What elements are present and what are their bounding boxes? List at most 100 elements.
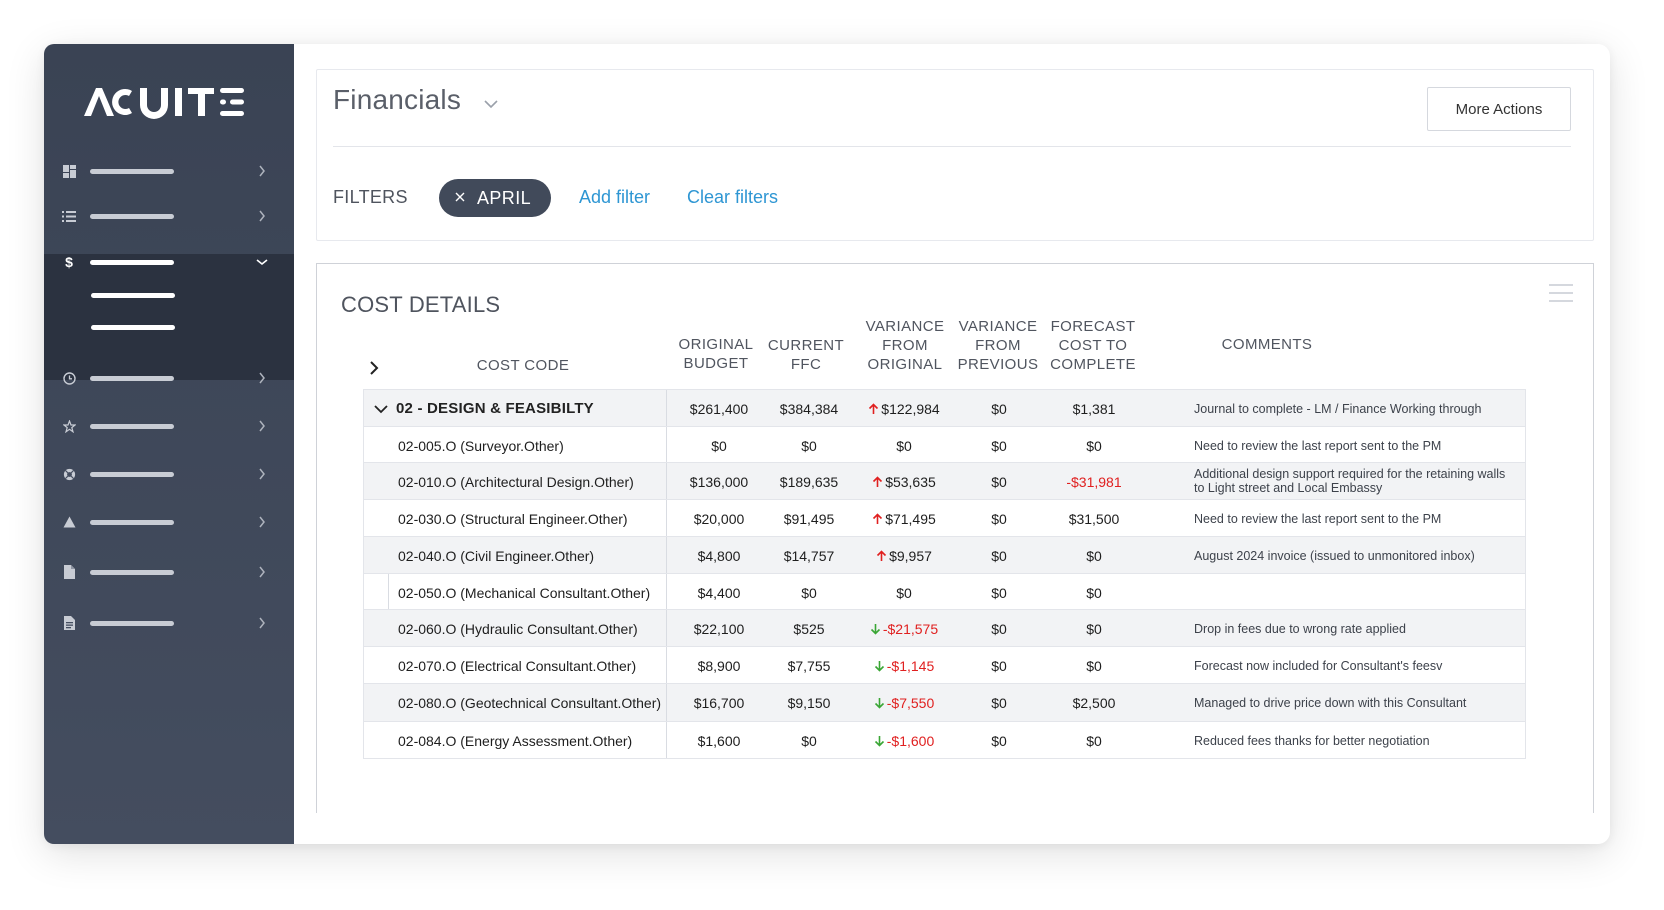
sidebar-item-label <box>90 259 174 265</box>
column-header-comments[interactable]: COMMENTS <box>1221 336 1313 353</box>
forecast-cell: $2,500 <box>1072 695 1116 711</box>
table-row[interactable]: 02-005.O (Surveyor.Other) $0 $0 $0 $0 $0 Need … <box>363 427 1526 463</box>
sidebar-item-label <box>90 471 174 477</box>
sidebar-subitem-2[interactable] <box>91 325 175 330</box>
variance-previous-cell: $0 <box>991 401 1007 417</box>
table-row[interactable]: 02-060.O (Hydraulic Consultant.Other) $22… <box>363 610 1526 647</box>
forecast-cell: $0 <box>1086 733 1102 749</box>
table-row[interactable]: 02-080.O (Geotechnical Consultant.Other)… <box>363 684 1526 722</box>
column-header-variance-previous[interactable]: VARIANCE FROM PREVIOUS <box>957 318 1039 373</box>
original-budget-cell: $8,900 <box>697 658 741 674</box>
cost-code-cell: 02-084.O (Energy Assessment.Other) <box>398 733 633 749</box>
variance-original-cell: $71,495 <box>856 511 952 527</box>
column-header-cost-code[interactable]: COST CODE <box>476 357 570 374</box>
chevron-right-icon <box>256 210 268 222</box>
cost-code-cell: 02-050.O (Mechanical Consultant.Other) <box>398 585 651 601</box>
variance-previous-cell: $0 <box>991 585 1007 601</box>
comment-cell: Need to review the last report sent to t… <box>1194 512 1442 526</box>
forecast-cell: $0 <box>1086 658 1102 674</box>
variance-original-cell: $0 <box>896 438 912 454</box>
variance-original-cell: -$7,550 <box>856 695 952 711</box>
sidebar-item-label <box>90 168 174 174</box>
arrow-down-icon <box>870 624 880 635</box>
cost-code-cell: 02-040.O (Civil Engineer.Other) <box>398 548 595 564</box>
dollar-icon: $ <box>65 254 73 270</box>
dashboard-icon <box>62 164 76 178</box>
sidebar-item-history[interactable] <box>44 358 294 398</box>
current-ffc-cell: $14,757 <box>783 548 835 564</box>
variance-previous-cell: $0 <box>991 695 1007 711</box>
chevron-right-icon <box>256 420 268 432</box>
warning-icon <box>62 515 76 529</box>
arrow-up-icon <box>869 403 879 414</box>
original-budget-cell: $16,700 <box>693 695 745 711</box>
sidebar-item-favorites[interactable] <box>44 406 294 446</box>
sidebar-item-label <box>90 213 174 219</box>
sidebar-subitem-1[interactable] <box>91 293 175 298</box>
cost-code-cell: 02-080.O (Geotechnical Consultant.Other) <box>398 695 662 711</box>
comment-cell: Need to review the last report sent to t… <box>1194 439 1442 453</box>
filters-label: FILTERS <box>333 187 408 207</box>
star-icon <box>62 419 76 433</box>
table-row[interactable]: 02-010.O (Architectural Design.Other) $13… <box>363 463 1526 500</box>
cost-code-cell: 02-010.O (Architectural Design.Other) <box>398 474 634 490</box>
sidebar-item-dashboard[interactable] <box>44 151 294 191</box>
cost-code-cell: 02-070.O (Electrical Consultant.Other) <box>398 658 637 674</box>
financials-header: Financials More Actions FILTERS APRIL Ad… <box>316 69 1594 241</box>
filter-chip-label: APRIL <box>477 188 532 208</box>
original-budget-cell: $22,100 <box>693 621 745 637</box>
cost-code-cell: 02-030.O (Structural Engineer.Other) <box>398 511 628 527</box>
more-actions-button[interactable]: More Actions <box>1427 87 1571 131</box>
comment-cell: Journal to complete - LM / Finance Worki… <box>1194 402 1482 416</box>
variance-original-cell: $0 <box>896 585 912 601</box>
chevron-right-icon <box>256 165 268 177</box>
variance-original-cell: -$1,600 <box>856 733 952 749</box>
table-row[interactable]: 02-070.O (Electrical Consultant.Other) $8… <box>363 647 1526 684</box>
divider <box>333 146 1571 147</box>
filter-chip-april[interactable]: APRIL <box>439 179 551 217</box>
arrow-down-icon <box>874 736 884 747</box>
current-ffc-cell: $0 <box>801 733 817 749</box>
chevron-down-icon[interactable] <box>483 96 499 109</box>
forecast-cell: $31,500 <box>1068 511 1120 527</box>
document-icon <box>62 616 76 630</box>
sidebar-item-financials[interactable]: $ <box>44 242 294 282</box>
table-row[interactable]: 02-050.O (Mechanical Consultant.Other) $4… <box>363 574 1526 610</box>
acuite-logo <box>84 82 264 124</box>
column-header-current-ffc[interactable]: CURRENT FFC <box>767 337 845 373</box>
column-header-variance-original[interactable]: VARIANCE FROM ORIGINAL <box>865 318 945 373</box>
sidebar-item-support[interactable] <box>44 454 294 494</box>
variance-previous-cell: $0 <box>991 733 1007 749</box>
chevron-right-icon[interactable] <box>369 360 383 378</box>
sidebar-item-label <box>90 423 174 429</box>
table-row[interactable]: 02-030.O (Structural Engineer.Other) $20,… <box>363 500 1526 537</box>
variance-original-cell: -$1,145 <box>856 658 952 674</box>
comment-cell: Drop in fees due to wrong rate applied <box>1194 622 1406 636</box>
sidebar-item-alerts[interactable] <box>44 502 294 542</box>
comment-cell: Reduced fees thanks for better negotiati… <box>1194 734 1430 748</box>
current-ffc-cell: $9,150 <box>787 695 831 711</box>
table-group-row[interactable]: 02 - DESIGN & FEASIBILTY $261,400 $384,3… <box>363 389 1526 427</box>
menu-icon[interactable] <box>1549 284 1573 302</box>
column-header-original-budget[interactable]: ORIGINAL BUDGET <box>678 336 754 372</box>
current-ffc-cell: $91,495 <box>783 511 835 527</box>
column-header-forecast[interactable]: FORECAST COST TO COMPLETE <box>1050 318 1136 373</box>
sidebar-item-list[interactable] <box>44 196 294 236</box>
variance-previous-cell: $0 <box>991 511 1007 527</box>
arrow-up-icon <box>873 513 883 524</box>
cost-details-panel: COST DETAILS COST CODE ORIGINAL BUDGET C… <box>316 263 1594 813</box>
chevron-down-icon[interactable] <box>374 404 388 414</box>
comment-cell: Managed to drive price down with this Co… <box>1194 696 1467 710</box>
comment-cell: Additional design support required for t… <box>1194 467 1506 495</box>
original-budget-cell: $1,600 <box>697 733 741 749</box>
sidebar-item-documents[interactable] <box>44 603 294 643</box>
clear-filters-link[interactable]: Clear filters <box>687 187 779 207</box>
sidebar-item-files[interactable] <box>44 552 294 592</box>
add-filter-link[interactable]: Add filter <box>579 187 651 207</box>
variance-previous-cell: $0 <box>991 474 1007 490</box>
table-row[interactable]: 02-084.O (Energy Assessment.Other) $1,600… <box>363 722 1526 759</box>
table-row[interactable]: 02-040.O (Civil Engineer.Other) $4,800 $14… <box>363 537 1526 574</box>
original-budget-cell: $4,800 <box>697 548 741 564</box>
close-icon[interactable] <box>453 190 469 206</box>
list-icon <box>62 209 76 223</box>
